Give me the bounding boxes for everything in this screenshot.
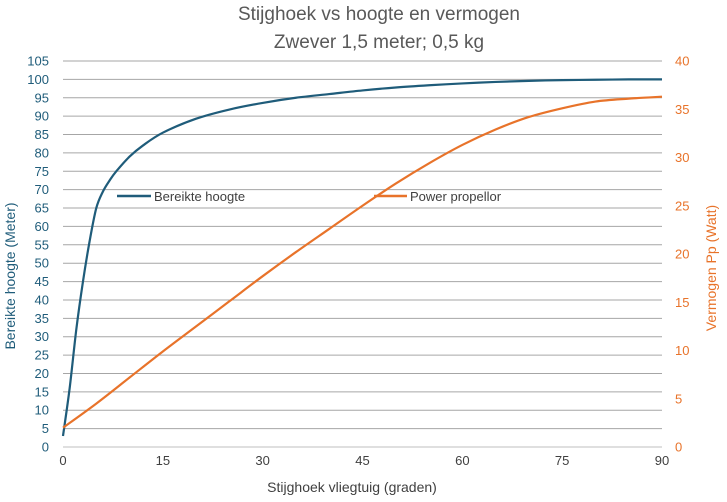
y-tick-label: 25 xyxy=(35,348,49,363)
y2-tick-label: 10 xyxy=(675,343,689,358)
y-axis-title: Bereikte hoogte (Meter) xyxy=(2,202,18,349)
y-tick-label: 30 xyxy=(35,329,49,344)
x-tick-label: 60 xyxy=(455,453,469,468)
y-tick-label: 100 xyxy=(27,72,49,87)
x-tick-label: 30 xyxy=(255,453,269,468)
legend-label-hoogte: Bereikte hoogte xyxy=(154,189,245,204)
y2-tick-label: 30 xyxy=(675,150,689,165)
y-tick-label: 50 xyxy=(35,256,49,271)
y2-tick-label: 15 xyxy=(675,295,689,310)
y2-axis-title: Vermogen Pp (Watt) xyxy=(703,205,719,331)
y-tick-label: 35 xyxy=(35,311,49,326)
y-tick-label: 75 xyxy=(35,164,49,179)
series-line-power xyxy=(62,95,663,429)
x-tick-label: 15 xyxy=(156,453,170,468)
y-tick-label: 95 xyxy=(35,90,49,105)
y2-tick-label: 25 xyxy=(675,198,689,213)
x-tick-label: 75 xyxy=(555,453,569,468)
y2-tick-label: 0 xyxy=(675,440,682,455)
y-tick-label: 105 xyxy=(27,54,49,69)
y-tick-label: 65 xyxy=(35,201,49,216)
y-tick-label: 90 xyxy=(35,109,49,124)
y-tick-label: 45 xyxy=(35,274,49,289)
y-tick-label: 0 xyxy=(42,440,49,455)
y-tick-label: 15 xyxy=(35,384,49,399)
y-tick-label: 80 xyxy=(35,145,49,160)
chart-subtitle: Zwever 1,5 meter; 0,5 kg xyxy=(274,32,484,53)
left-axis-ticks: 0 5 10 15 20 25 30 35 40 45 50 55 60 65 70 75 80 85 90 95 10… xyxy=(27,54,49,455)
y-tick-label: 55 xyxy=(35,237,49,252)
y-tick-label: 60 xyxy=(35,219,49,234)
x-axis-title: Stijghoek vliegtuig (graden) xyxy=(267,479,437,495)
series-lines xyxy=(61,78,663,437)
y2-tick-label: 20 xyxy=(675,247,689,262)
chart-title: Stijghoek vs hoogte en vermogen xyxy=(238,4,520,25)
y-tick-label: 10 xyxy=(35,403,49,418)
y-tick-label: 85 xyxy=(35,127,49,142)
x-tick-label: 0 xyxy=(59,453,66,468)
y-tick-label: 40 xyxy=(35,292,49,307)
legend: Bereikte hoogte Power propellor xyxy=(117,189,502,204)
y-tick-label: 20 xyxy=(35,366,49,381)
y-tick-label: 70 xyxy=(35,182,49,197)
legend-label-power: Power propellor xyxy=(410,189,502,204)
y2-tick-label: 35 xyxy=(675,102,689,117)
x-tick-label: 45 xyxy=(355,453,369,468)
y2-tick-label: 40 xyxy=(675,54,689,69)
x-axis-ticks: 0 15 30 45 60 75 90 xyxy=(59,453,669,468)
right-axis-ticks: 0 5 10 15 20 25 30 35 40 xyxy=(675,54,689,455)
y2-tick-label: 5 xyxy=(675,391,682,406)
series-line-hoogte xyxy=(61,78,663,437)
gridlines xyxy=(63,60,662,448)
y-tick-label: 5 xyxy=(42,421,49,436)
x-tick-label: 90 xyxy=(655,453,669,468)
